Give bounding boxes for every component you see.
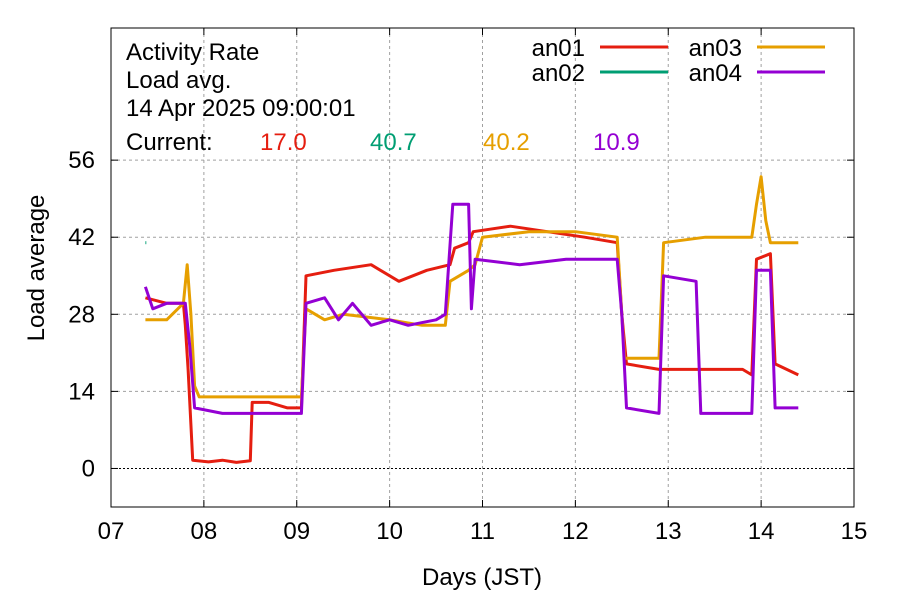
x-tick-label: 09 <box>283 518 310 545</box>
y-tick-labels: 0 14 28 42 56 <box>68 147 95 482</box>
x-tick-label: 08 <box>191 518 218 545</box>
legend-label-an03: an03 <box>689 35 742 62</box>
legend-label-an02: an02 <box>532 60 585 87</box>
series-line-an04 <box>143 202 799 415</box>
current-value-an01: 17.0 <box>260 129 307 156</box>
x-tick-label: 07 <box>98 518 125 545</box>
x-tick-label: 13 <box>655 518 682 545</box>
plot-frame <box>110 27 855 508</box>
y-axis-label: Load average <box>23 195 50 342</box>
legend-label-an01: an01 <box>532 35 585 62</box>
current-value-an04: 10.9 <box>593 129 640 156</box>
current-value-an02: 40.7 <box>370 129 417 156</box>
x-axis-label: Days (JST) <box>422 564 542 591</box>
series-lines <box>143 175 799 464</box>
info-line-timestamp: 14 Apr 2025 09:00:01 <box>126 95 356 122</box>
info-line-title: Activity Rate <box>126 39 259 66</box>
x-tick-label: 15 <box>841 518 868 545</box>
x-tick-label: 14 <box>748 518 775 545</box>
legend-label-an04: an04 <box>689 60 742 87</box>
x-tick-labels: 07 08 09 10 11 12 13 14 15 <box>98 518 868 545</box>
series-line-an01 <box>145 224 799 464</box>
y-tick-label: 0 <box>82 455 95 482</box>
current-label: Current: <box>126 129 213 156</box>
info-line-metric: Load avg. <box>126 67 231 94</box>
y-tick-label: 14 <box>68 378 95 405</box>
legend: an01 an02 an03 an04 <box>532 35 825 87</box>
y-tick-label: 42 <box>68 224 95 251</box>
y-tick-label: 56 <box>68 147 95 174</box>
x-tick-label: 12 <box>562 518 589 545</box>
x-tick-label: 10 <box>376 518 403 545</box>
x-tick-label: 11 <box>470 518 495 545</box>
series-line-an03 <box>145 175 799 399</box>
current-value-an03: 40.2 <box>483 129 530 156</box>
y-tick-label: 28 <box>68 301 95 328</box>
